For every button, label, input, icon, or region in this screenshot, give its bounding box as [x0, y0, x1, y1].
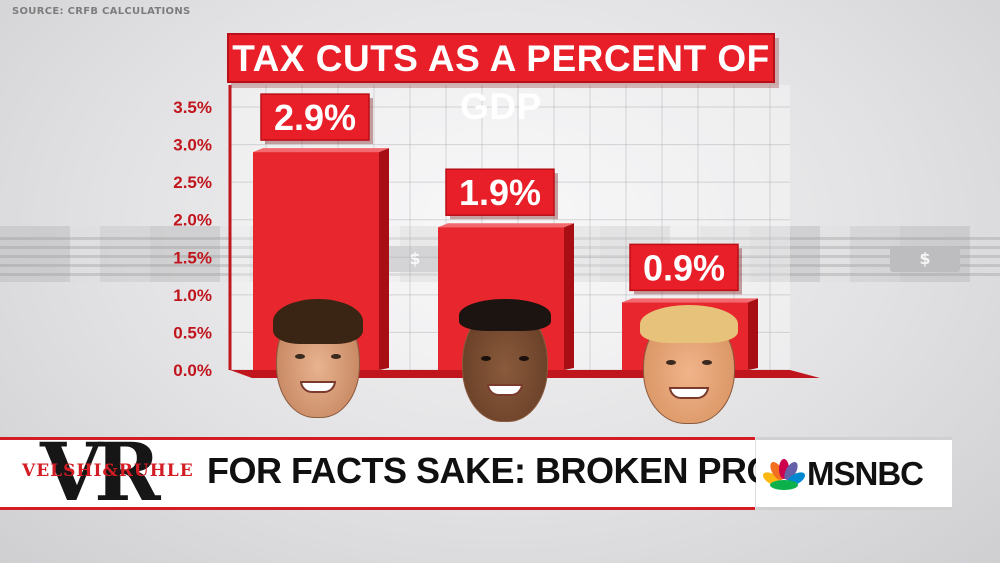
- chart-title: TAX CUTS AS A PERCENT OF GDP: [232, 38, 770, 127]
- y-tick-label: 2.5%: [173, 173, 212, 192]
- value-label: 2.9%: [274, 97, 356, 138]
- dollar-bill-icon: $: [890, 246, 960, 272]
- trump-face: [640, 305, 738, 424]
- y-tick-label: 1.0%: [173, 286, 212, 305]
- obama-face: [459, 299, 551, 422]
- bar-side: [379, 148, 389, 370]
- y-tick-label: 0.5%: [173, 323, 212, 342]
- value-label: 0.9%: [643, 247, 725, 288]
- source-label: SOURCE: CRFB CALCULATIONS: [12, 6, 191, 17]
- y-tick-label: 0.0%: [173, 361, 212, 380]
- bar-top: [622, 298, 758, 303]
- nbc-peacock-icon: [763, 459, 805, 490]
- value-label-box: [445, 168, 555, 216]
- y-tick-label: 3.5%: [173, 98, 212, 117]
- y-tick-label: 2.0%: [173, 211, 212, 230]
- y-tick-label: 3.0%: [173, 136, 212, 155]
- reagan-face: [273, 299, 363, 418]
- bar-top: [438, 223, 574, 228]
- value-label: 1.9%: [459, 172, 541, 213]
- bar-side: [748, 298, 758, 370]
- value-label-box: [629, 243, 739, 292]
- bar-top: [253, 148, 389, 153]
- y-tick-label: 1.5%: [173, 248, 212, 267]
- bar-side: [564, 223, 574, 370]
- network-name: MSNBC: [807, 455, 924, 492]
- lower-third-bar: [0, 437, 755, 510]
- value-label-box: [260, 93, 370, 141]
- show-logo-letters: VR: [40, 425, 161, 519]
- chart-title-bar: TAX CUTS AS A PERCENT OF GDP: [227, 33, 775, 127]
- show-logo-name: VELSHI&RUHLE: [22, 461, 194, 481]
